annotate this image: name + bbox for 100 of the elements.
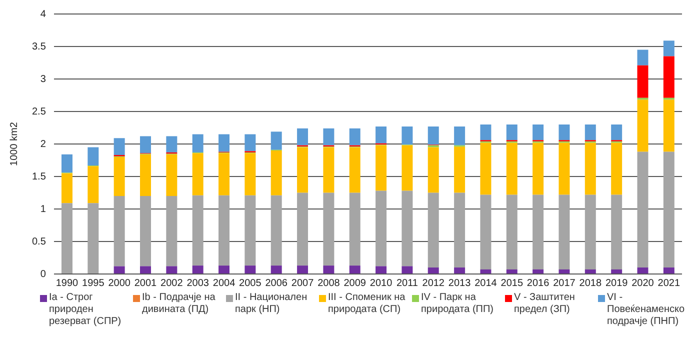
x-tick-label: 2006 xyxy=(265,278,288,289)
bar xyxy=(88,147,99,166)
bar xyxy=(402,126,413,145)
bar xyxy=(140,136,151,154)
bar xyxy=(166,196,178,266)
legend-label: Ia - Строг природен резерват (СПР) xyxy=(49,292,122,328)
bar xyxy=(584,142,596,195)
bar xyxy=(114,266,125,274)
bar xyxy=(611,124,622,140)
bar xyxy=(584,194,596,270)
bar xyxy=(637,100,648,152)
bar xyxy=(270,132,282,150)
legend-label: V - Заштитен предел (ЗП) xyxy=(514,292,576,316)
bar xyxy=(61,154,72,173)
bar xyxy=(218,195,230,266)
bar xyxy=(637,152,648,268)
bar xyxy=(663,152,674,268)
bar xyxy=(558,142,570,195)
bar xyxy=(506,194,518,270)
bar xyxy=(140,266,151,274)
bar xyxy=(349,266,360,274)
bar xyxy=(140,154,151,196)
bar xyxy=(637,50,648,66)
y-tick-label: 0.5 xyxy=(32,236,46,248)
bar xyxy=(61,203,72,274)
bar xyxy=(506,124,518,140)
x-tick-label: 2021 xyxy=(658,278,680,289)
bar xyxy=(270,195,282,266)
bar xyxy=(244,266,256,274)
y-tick-label: 0 xyxy=(40,268,46,280)
bar xyxy=(428,192,439,268)
bar xyxy=(218,153,230,196)
x-tick-label: 2016 xyxy=(526,278,550,289)
bar xyxy=(61,173,72,204)
bar xyxy=(192,134,204,152)
y-tick-label: 1.5 xyxy=(32,171,46,182)
x-tick-label: 2011 xyxy=(396,278,418,289)
bar xyxy=(663,56,674,98)
bar xyxy=(454,192,466,268)
bar xyxy=(166,136,178,152)
x-tick-label: 1995 xyxy=(82,278,105,289)
bar xyxy=(376,126,387,144)
legend-label: IV - Парк на природата (ПП) xyxy=(421,292,494,316)
bar xyxy=(166,266,178,274)
bar xyxy=(480,124,492,140)
legend-label: III - Споменик на природата (СП) xyxy=(328,292,406,316)
x-tick-label: 2007 xyxy=(291,278,314,289)
bar xyxy=(637,65,648,98)
bar xyxy=(349,192,360,266)
bar xyxy=(558,124,570,140)
bar xyxy=(297,147,308,193)
bar xyxy=(480,269,492,274)
bar xyxy=(297,128,308,146)
bar xyxy=(402,266,413,274)
bar xyxy=(114,138,125,156)
x-tick-label: 2003 xyxy=(186,278,210,289)
bar xyxy=(166,154,178,196)
legend-label: VI - Повеќенаменско подрачје (ПНП) xyxy=(607,292,686,328)
bar xyxy=(244,134,256,152)
bar xyxy=(663,100,674,152)
bar xyxy=(428,147,439,193)
bar xyxy=(244,153,256,196)
y-tick-label: 2 xyxy=(40,138,46,150)
bar xyxy=(428,126,439,145)
bar xyxy=(402,145,413,191)
bar xyxy=(114,196,125,266)
bar xyxy=(349,147,360,193)
bar xyxy=(611,194,622,270)
bar xyxy=(376,145,387,191)
bar xyxy=(88,166,99,204)
bar xyxy=(192,153,204,196)
x-tick-label: 2000 xyxy=(108,278,131,289)
y-tick-label: 4 xyxy=(40,8,46,20)
legend-label: II - Национален парк (НП) xyxy=(235,292,308,316)
bar xyxy=(637,268,648,274)
bar xyxy=(244,195,256,266)
bar xyxy=(376,266,387,274)
bar xyxy=(532,124,544,140)
legend-label: Ib - Подрачје на дивината (ПД) xyxy=(142,292,216,316)
x-tick-label: 2019 xyxy=(605,278,628,289)
x-tick-label: 2009 xyxy=(344,278,366,289)
bar xyxy=(323,192,334,266)
x-tick-label: 2010 xyxy=(370,278,393,289)
bar xyxy=(218,266,230,274)
bar xyxy=(297,266,308,274)
x-tick-label: 2014 xyxy=(474,278,498,289)
bar xyxy=(323,128,334,146)
x-tick-label: 2013 xyxy=(448,278,472,289)
y-tick-label: 1 xyxy=(40,204,46,215)
y-axis-title: 1000 km2 xyxy=(8,122,20,166)
bar xyxy=(611,142,622,195)
bar xyxy=(506,269,518,274)
bar xyxy=(192,195,204,266)
bar xyxy=(506,142,518,195)
bar xyxy=(88,203,99,274)
bar xyxy=(114,157,125,196)
bar xyxy=(349,128,360,146)
bar xyxy=(480,142,492,195)
x-tick-label: 2018 xyxy=(579,278,602,289)
bar xyxy=(270,266,282,274)
